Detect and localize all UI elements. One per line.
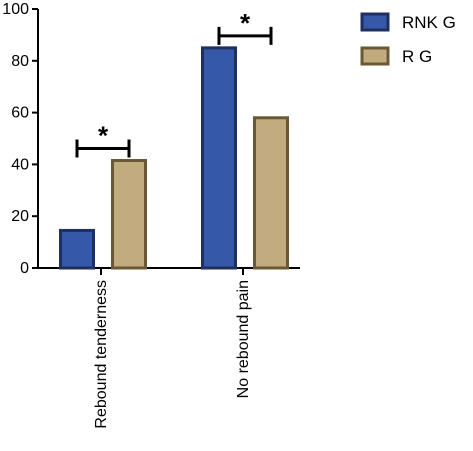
chart-bars bbox=[59, 46, 289, 270]
legend-label: R G bbox=[402, 47, 432, 66]
x-tick-label: No rebound pain bbox=[235, 280, 252, 398]
y-tick-label: 100 bbox=[2, 1, 29, 18]
legend-swatch bbox=[360, 46, 390, 66]
chart-axes: 0 20 40 60 80 100 Rebound tenderness No rebound… bbox=[2, 1, 300, 429]
significance-label: * bbox=[240, 8, 251, 38]
chart-legend: RNK G R G bbox=[360, 12, 456, 66]
bar-rnk-g bbox=[59, 228, 95, 270]
y-tick-label: 0 bbox=[20, 260, 29, 277]
y-tick-label: 60 bbox=[11, 105, 29, 122]
y-tick-label: 40 bbox=[11, 156, 29, 173]
y-tick-label: 20 bbox=[11, 208, 29, 225]
bar-r-g bbox=[111, 159, 147, 270]
legend-label: RNK G bbox=[402, 13, 456, 32]
significance-label: * bbox=[98, 121, 109, 151]
legend-swatch bbox=[360, 12, 390, 32]
y-tick-label: 80 bbox=[11, 53, 29, 70]
bar-r-g bbox=[253, 116, 289, 270]
bar-rnk-g bbox=[201, 46, 237, 270]
significance-annotations: ** bbox=[75, 8, 273, 158]
x-tick-label: Rebound tenderness bbox=[93, 280, 110, 429]
